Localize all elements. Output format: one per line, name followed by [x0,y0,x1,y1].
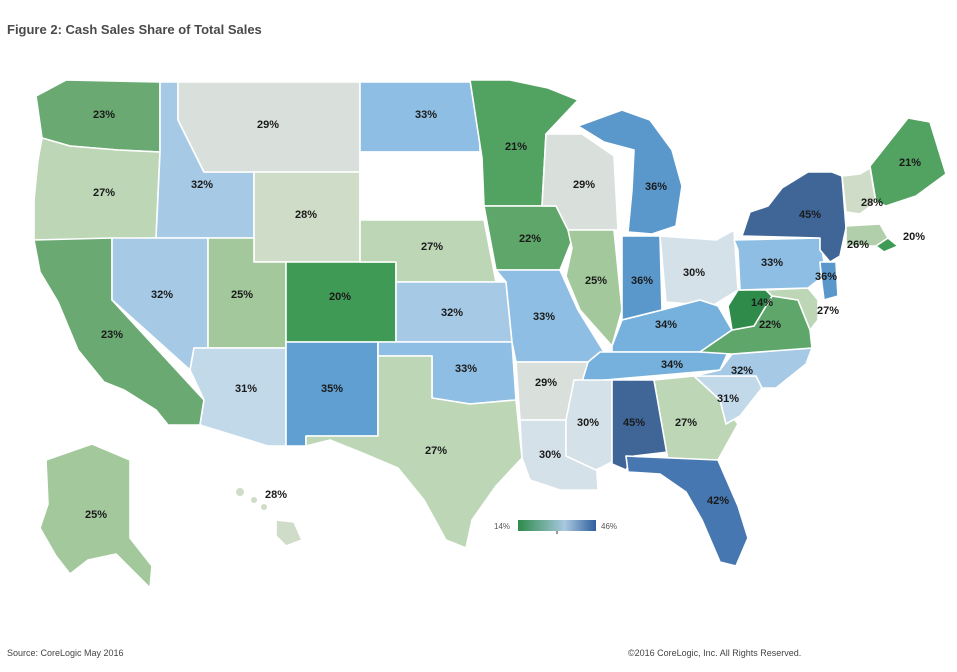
label-hi: 28% [265,489,287,501]
state-md [765,287,819,331]
label-ok: 33% [455,363,477,375]
label-co: 20% [329,291,351,303]
label-ga: 27% [675,417,697,429]
state-ri [875,237,899,253]
label-ia: 22% [519,233,541,245]
label-mt: 29% [257,119,279,131]
legend-color-bar [518,520,596,531]
label-ks: 32% [441,307,463,319]
label-nm: 35% [321,383,343,395]
label-wv: 14% [751,297,773,309]
label-nd: 33% [415,109,437,121]
label-in: 36% [631,275,653,287]
label-md: 27% [817,305,839,317]
label-ri: 20% [903,231,925,243]
label-ny: 45% [799,209,821,221]
label-ky: 34% [655,319,677,331]
state-mi [577,109,683,235]
label-ne: 27% [421,241,443,253]
hawaii-small-island [261,504,267,510]
label-sc: 31% [717,393,739,405]
label-nv: 32% [151,289,173,301]
hawaii-small-island [236,488,244,496]
label-mi: 36% [645,181,667,193]
copyright-note: ©2016 CoreLogic, Inc. All Rights Reserve… [628,648,802,658]
label-wi: 29% [573,179,595,191]
state-il [565,229,623,347]
states-layer [33,79,947,589]
label-wy: 28% [295,209,317,221]
label-nj: 36% [815,271,837,283]
color-legend: 14% 46% [494,520,617,534]
label-oh: 30% [683,267,705,279]
label-vt: 28% [861,197,883,209]
state-fl [625,455,749,567]
state-hi [275,519,303,547]
label-ut: 25% [231,289,253,301]
label-nc: 32% [731,365,753,377]
hawaii-small-island [251,497,257,503]
state-az [189,347,287,447]
legend-max-label: 46% [601,522,617,531]
label-az: 31% [235,383,257,395]
source-note: Source: CoreLogic May 2016 [7,648,124,658]
label-ar: 29% [535,377,557,389]
state-nj [819,261,839,301]
label-al: 45% [623,417,645,429]
label-ak: 25% [85,509,107,521]
label-ma: 26% [847,239,869,251]
label-me: 21% [899,157,921,169]
state-me [869,117,947,207]
label-ms: 30% [577,417,599,429]
legend-min-label: 14% [494,522,510,531]
label-mo: 33% [533,311,555,323]
label-la: 30% [539,449,561,461]
state-sd [359,151,485,221]
label-tn: 34% [661,359,683,371]
label-wa: 23% [93,109,115,121]
state-tx [305,355,523,549]
state-ak [39,443,153,589]
label-va: 22% [759,319,781,331]
label-or: 27% [93,187,115,199]
label-tx: 27% [425,445,447,457]
label-pa: 33% [761,257,783,269]
label-ca: 23% [101,329,123,341]
label-mn: 21% [505,141,527,153]
label-id: 32% [191,179,213,191]
label-fl: 42% [707,495,729,507]
state-value-labels: 23% 27% 23% 32% 32% 29% 28% 25% 31% 20% … [85,109,925,521]
figure-title: Figure 2: Cash Sales Share of Total Sale… [7,22,262,37]
label-il: 25% [585,275,607,287]
